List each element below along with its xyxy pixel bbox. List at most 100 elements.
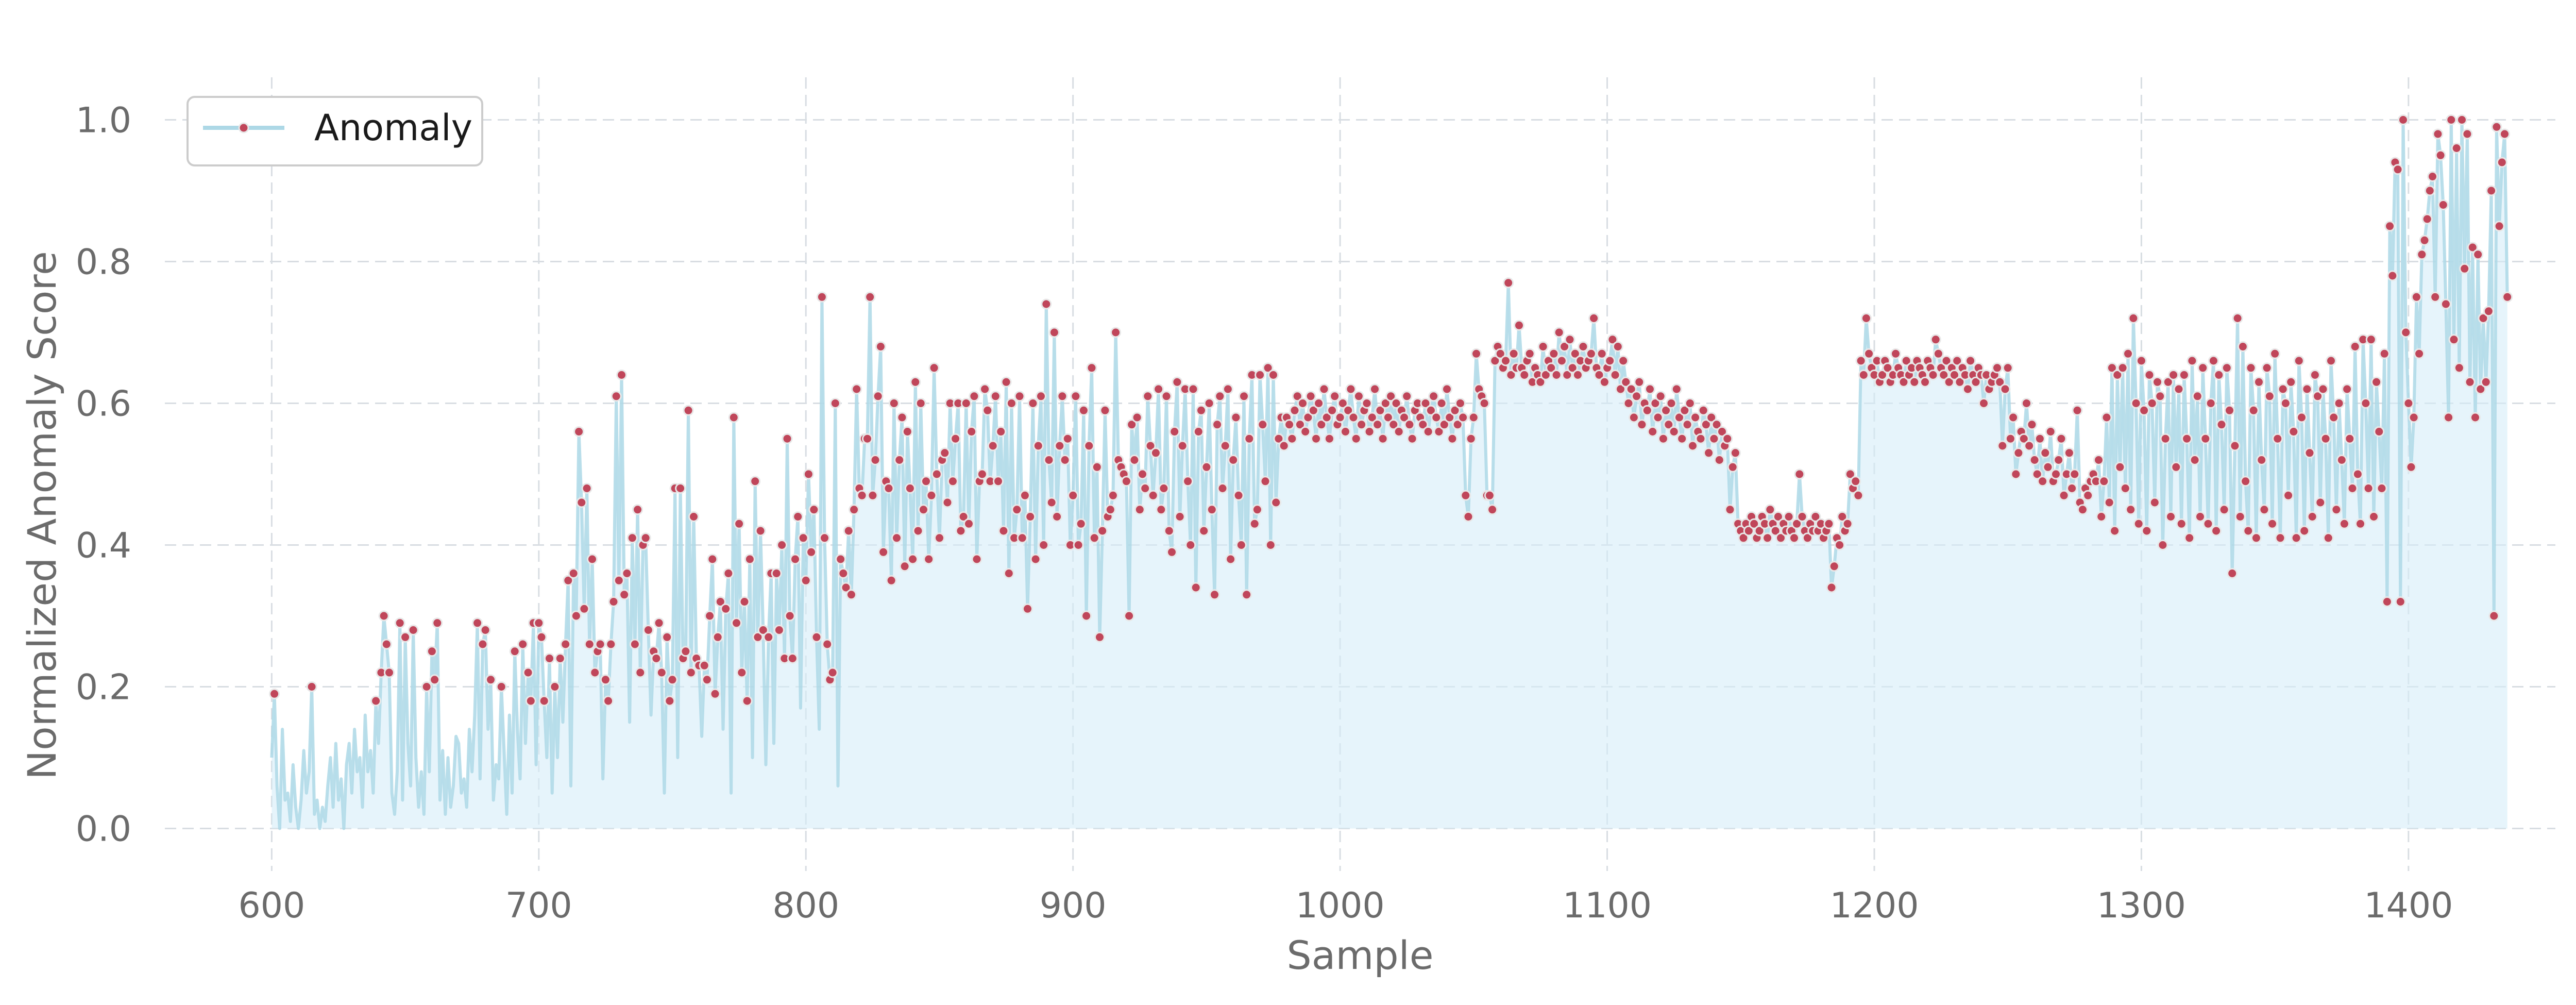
data-point [1655,391,1666,402]
data-point [1442,383,1452,395]
x-tick-label: 1100 [1563,885,1652,926]
data-point [923,554,935,565]
data-point [843,525,854,537]
data-point [1425,405,1436,416]
data-point [921,476,931,487]
data-point [907,554,919,565]
data-point [2072,405,2083,416]
data-point [701,674,713,685]
data-point [1770,525,1781,537]
data-point [2195,511,2206,522]
data-point [1860,313,1872,324]
data-point [790,554,801,565]
data-point [544,653,555,664]
data-point [1327,405,1338,416]
data-point [563,575,574,586]
data-point [2066,483,2078,494]
data-point [2040,447,2051,459]
data-point [1324,433,1335,444]
data-point [675,483,686,494]
area-polygon [272,120,2507,829]
data-point [533,617,545,629]
data-point [2221,362,2232,374]
data-point [1863,348,1875,359]
data-point [2328,412,2340,423]
data-point [2376,483,2387,494]
data-point [1059,455,1071,465]
data-point [1070,391,1081,402]
data-point [2451,143,2462,154]
data-point [1514,320,1524,331]
data-point [2272,433,2283,444]
data-point [1620,376,1632,388]
data-point [1749,518,1760,529]
data-point [969,391,980,402]
data-point [2480,376,2492,388]
data-point [472,617,483,629]
data-point [2144,370,2155,380]
data-point [1460,490,1471,501]
data-point [2309,370,2320,380]
data-point [995,426,1007,437]
data-point [1687,440,1698,451]
data-point [2229,440,2241,451]
data-point [2374,426,2385,437]
data-point [426,646,437,657]
data-point [1789,532,1800,544]
data-point [2184,532,2195,544]
data-point [1927,370,1939,380]
data-point [2224,405,2235,416]
data-point [1219,440,1231,451]
data-point [1401,391,1413,402]
data-point [2502,291,2513,303]
data-point [950,433,961,444]
data-point [2123,348,2133,359]
data-point [1666,398,1677,409]
data-point [1706,412,1717,423]
data-point [1062,433,1073,444]
data-point [1519,370,1530,380]
data-point [1268,370,1279,380]
data-point [2424,185,2435,196]
data-point [1174,511,1185,522]
data-point [2307,511,2318,522]
data-point [1636,419,1648,430]
data-point [1431,412,1442,423]
data-point [1500,355,1511,366]
data-point [1078,405,1089,416]
data-point [2133,518,2144,529]
data-point [568,568,579,579]
data-point [1193,426,1204,437]
data-point [2109,525,2121,537]
data-point [1503,277,1514,289]
data-point [1594,370,1605,380]
data-point [2432,128,2444,140]
data-point [2082,490,2094,501]
data-point [1765,504,1776,515]
data-point [381,639,392,650]
y-tick-label: 1.0 [76,100,131,141]
data-point [1965,355,1976,366]
data-point [1399,412,1410,423]
data-point [822,639,833,650]
data-point [2200,433,2211,444]
data-point [589,667,601,678]
data-point [554,653,566,664]
data-point [485,674,496,685]
data-point [2395,596,2406,607]
data-point [1036,391,1046,402]
data-point [1161,391,1172,402]
data-point [1930,334,1941,345]
data-point [1294,419,1306,430]
data-point [1249,518,1260,529]
data-point [1156,504,1167,515]
data-point [2026,419,2038,430]
data-point [1449,405,1461,416]
data-point [979,383,991,395]
data-point [1484,490,1495,501]
data-point [1837,511,1848,522]
data-point [1607,334,1618,345]
data-point [1185,540,1196,550]
x-tick-label: 600 [238,885,305,926]
data-point [2326,355,2336,366]
